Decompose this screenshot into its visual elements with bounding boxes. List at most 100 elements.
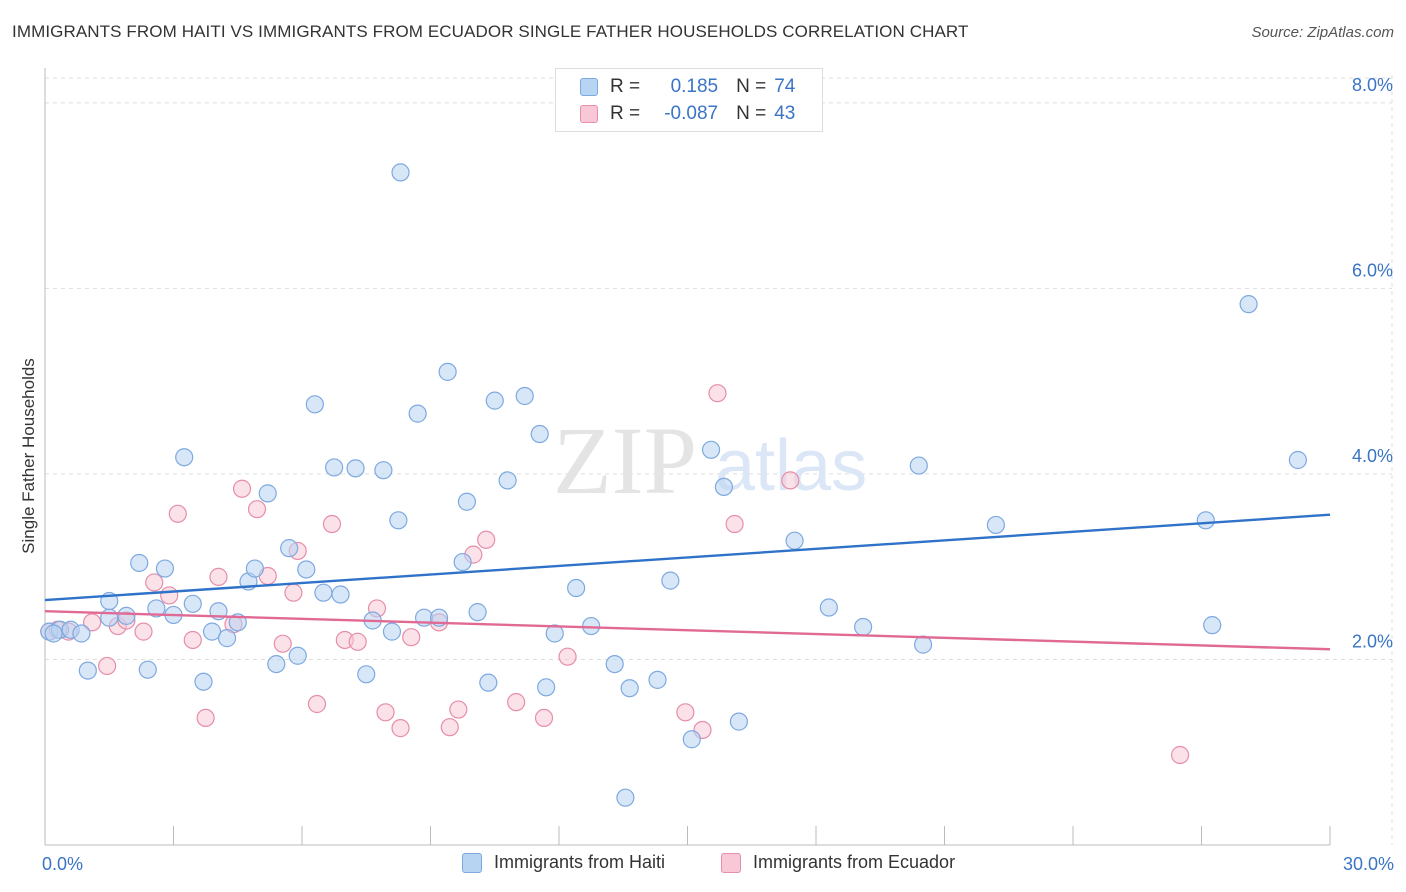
haiti-point bbox=[258, 484, 277, 503]
y-tick-label: 6.0% bbox=[1352, 260, 1393, 280]
ecuador-legend-label: Immigrants from Ecuador bbox=[753, 852, 956, 872]
haiti-point bbox=[567, 578, 586, 598]
ecuador-point bbox=[507, 693, 526, 712]
legend-row-ecuador: R = -0.087 N = 43 bbox=[580, 102, 795, 126]
haiti-point bbox=[457, 492, 477, 511]
ecuador-point bbox=[307, 694, 327, 714]
haiti-trend-line bbox=[44, 513, 1331, 602]
haiti-point bbox=[714, 477, 734, 497]
watermark-atlas: atlas bbox=[715, 426, 867, 506]
haiti-point bbox=[331, 585, 350, 604]
legend-n-label: N = bbox=[736, 76, 767, 97]
haiti-point bbox=[297, 560, 316, 579]
haiti-point bbox=[314, 583, 333, 602]
legend-r-label: R = bbox=[610, 76, 641, 97]
haiti-point bbox=[701, 440, 721, 459]
haiti-point bbox=[485, 391, 504, 410]
haiti-point bbox=[1288, 450, 1307, 470]
ecuador-point bbox=[391, 719, 410, 738]
x-tick-label-30: 30.0% bbox=[1343, 854, 1394, 874]
haiti-point bbox=[44, 624, 63, 643]
ecuador-point bbox=[322, 514, 342, 534]
haiti-legend-label: Immigrants from Haiti bbox=[494, 852, 666, 872]
haiti-point bbox=[389, 511, 408, 530]
haiti-n-value: 74 bbox=[774, 76, 796, 97]
series-legend: Immigrants from Haiti Immigrants from Ec… bbox=[0, 852, 1406, 878]
haiti-point bbox=[530, 424, 549, 444]
ecuador-point bbox=[98, 656, 117, 676]
haiti-point bbox=[202, 622, 222, 641]
legend-n-label: N = bbox=[736, 103, 767, 124]
haiti-point bbox=[138, 660, 157, 679]
haiti-point bbox=[909, 456, 928, 475]
haiti-point bbox=[682, 730, 701, 749]
haiti-point bbox=[305, 395, 324, 414]
haiti-point bbox=[78, 661, 97, 680]
ecuador-point bbox=[534, 708, 554, 728]
ecuador-point bbox=[708, 384, 727, 403]
haiti-point bbox=[498, 471, 517, 490]
haiti-point bbox=[1203, 616, 1222, 635]
haiti-point bbox=[515, 386, 534, 406]
ecuador-point bbox=[676, 703, 695, 722]
haiti-point bbox=[280, 539, 299, 558]
ecuador-point bbox=[781, 471, 800, 490]
ecuador-point bbox=[134, 622, 153, 641]
haiti-point bbox=[183, 594, 202, 613]
ecuador-point bbox=[145, 573, 164, 592]
legend-item-ecuador[interactable]: Immigrants from Ecuador bbox=[721, 852, 955, 873]
haiti-point bbox=[468, 603, 487, 622]
grid-layer bbox=[45, 75, 1393, 845]
haiti-point bbox=[1196, 511, 1215, 530]
ecuador-point bbox=[725, 514, 744, 534]
haiti-point bbox=[325, 458, 344, 477]
haiti-point bbox=[130, 553, 149, 573]
haiti-point bbox=[785, 531, 804, 550]
haiti-point bbox=[245, 559, 264, 578]
y-tick-label: 2.0% bbox=[1352, 631, 1393, 651]
haiti-point bbox=[537, 678, 556, 697]
haiti-point bbox=[729, 712, 749, 731]
haiti-point bbox=[357, 665, 376, 684]
haiti-point bbox=[382, 622, 402, 641]
haiti-point bbox=[267, 654, 286, 674]
haiti-point bbox=[288, 646, 307, 665]
y-tick-label: 4.0% bbox=[1352, 446, 1393, 466]
source-label: Source: ZipAtlas.com bbox=[1251, 24, 1394, 41]
ecuador-point bbox=[376, 703, 395, 722]
haiti-point bbox=[453, 552, 472, 572]
ecuador-point bbox=[83, 613, 102, 632]
watermark-zip: ZIP bbox=[553, 407, 697, 514]
ecuador-point bbox=[209, 567, 228, 586]
haiti-legend-swatch-icon bbox=[462, 852, 482, 873]
y-tick-label: 8.0% bbox=[1352, 75, 1393, 95]
haiti-r-value: 0.185 bbox=[670, 76, 719, 97]
ecuador-point bbox=[477, 530, 496, 549]
ecuador-n-value: 43 bbox=[774, 103, 796, 124]
ecuador-trend-line bbox=[44, 610, 1331, 651]
haiti-point bbox=[117, 606, 136, 625]
correlation-legend: R = 0.185 N = 74 R = -0.087 N = 43 bbox=[555, 68, 823, 132]
ecuador-point bbox=[247, 500, 267, 519]
haiti-point bbox=[661, 571, 680, 590]
haiti-point bbox=[408, 404, 427, 423]
legend-row-haiti: R = 0.185 N = 74 bbox=[580, 75, 795, 99]
haiti-point bbox=[155, 559, 175, 578]
ecuador-point bbox=[284, 583, 303, 602]
ecuador-point bbox=[183, 630, 202, 650]
haiti-point bbox=[391, 163, 410, 182]
haiti-point bbox=[479, 673, 498, 692]
ecuador-legend-swatch-icon bbox=[721, 852, 741, 873]
haiti-point bbox=[194, 672, 213, 691]
haiti-point bbox=[616, 788, 635, 807]
haiti-point bbox=[147, 599, 166, 618]
legend-item-haiti[interactable]: Immigrants from Haiti bbox=[462, 852, 665, 873]
haiti-point bbox=[72, 624, 91, 643]
haiti-point bbox=[986, 515, 1006, 535]
chart-title: IMMIGRANTS FROM HAITI VS IMMIGRANTS FROM… bbox=[12, 22, 969, 41]
haiti-point bbox=[374, 461, 393, 480]
ecuador-point bbox=[440, 718, 459, 737]
legend-r-label: R = bbox=[610, 103, 641, 124]
haiti-point bbox=[854, 617, 873, 637]
